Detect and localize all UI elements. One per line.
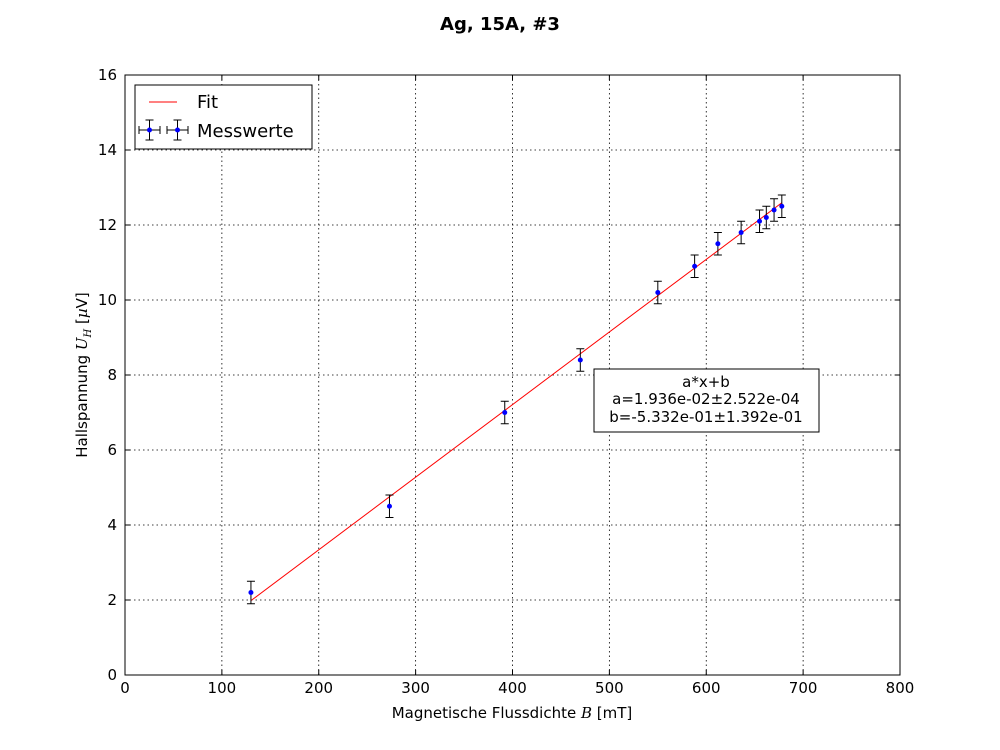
x-axis-label: Magnetische Flussdichte B [mT] (392, 704, 633, 722)
data-point (713, 232, 722, 256)
y-axis-unit: [ (73, 318, 91, 329)
annotation-box (593, 368, 820, 433)
y-axis-micro: µ (73, 308, 91, 318)
point-marker (738, 230, 744, 235)
y-tick-label: 10 (98, 291, 117, 309)
y-axis-subscript: H (83, 328, 94, 338)
x-tick-label: 600 (692, 679, 721, 697)
fit-line (250, 202, 783, 602)
point-marker (771, 207, 777, 213)
data-point (576, 348, 585, 372)
x-axis-ticks: 0 100 200 300 400 500 600 700 800 (120, 75, 914, 697)
x-tick-label: 700 (789, 679, 818, 697)
y-tick-label: 8 (107, 366, 117, 384)
y-tick-label: 12 (98, 216, 117, 234)
y-tick-label: 2 (107, 591, 117, 609)
measurement-series (246, 194, 786, 605)
y-axis-label: Hallspannung UH [µV] (73, 292, 94, 458)
point-marker (715, 241, 721, 247)
y-tick-label: 14 (98, 141, 117, 159)
data-point (690, 254, 699, 278)
y-axis-symbol: U (73, 336, 91, 350)
data-point (653, 280, 662, 305)
data-point (762, 205, 771, 230)
point-marker (757, 218, 763, 224)
x-tick-label: 100 (208, 679, 237, 697)
legend-box (134, 84, 313, 150)
x-tick-label: 500 (595, 679, 624, 697)
fit-annotation: a*x+b a=1.936e-02±2.522e-04 b=-5.332e-01… (593, 368, 820, 433)
point-marker (692, 263, 698, 269)
data-point (385, 494, 394, 518)
y-tick-label: 6 (107, 441, 117, 459)
x-tick-label: 800 (886, 679, 915, 697)
data-point (500, 400, 509, 425)
y-axis-label-text: Hallspannung (73, 350, 91, 458)
x-tick-label: 200 (304, 679, 333, 697)
annotation-line-b: b=-5.332e-01±1.392e-01 (609, 408, 802, 426)
point-marker (779, 203, 785, 209)
y-axis-ticks: 0 2 4 6 8 10 12 14 16 (98, 66, 900, 684)
legend: Fit Messwerte (134, 84, 313, 150)
data-point (737, 220, 746, 245)
data-point (246, 580, 255, 605)
point-marker (502, 410, 508, 415)
y-tick-label: 4 (107, 516, 117, 534)
legend-points-swatch (138, 119, 189, 141)
legend-points-label: Messwerte (197, 121, 294, 142)
y-tick-label: 16 (98, 66, 117, 84)
x-axis-label-text: Magnetische Flussdichte (392, 704, 581, 722)
point-marker (577, 357, 583, 363)
grid (125, 75, 900, 675)
annotation-line-formula: a*x+b (682, 373, 730, 391)
y-tick-label: 0 (107, 666, 117, 684)
point-marker (248, 590, 254, 595)
x-tick-label: 300 (401, 679, 430, 697)
x-tick-label: 0 (120, 679, 130, 697)
legend-fit-label: Fit (197, 92, 218, 113)
chart-title: Ag, 15A, #3 (440, 14, 560, 35)
fit-series (250, 202, 783, 602)
point-marker (655, 290, 661, 295)
point-marker (386, 503, 392, 509)
data-point (777, 194, 786, 218)
data-point (770, 198, 779, 222)
x-tick-label: 400 (498, 679, 527, 697)
x-axis-unit: [mT] (592, 704, 632, 722)
x-axis-symbol: B (580, 704, 592, 722)
data-point (755, 209, 764, 233)
annotation-line-a: a=1.936e-02±2.522e-04 (612, 390, 800, 408)
y-axis-unit-v: V] (73, 292, 91, 308)
point-marker (763, 215, 769, 220)
